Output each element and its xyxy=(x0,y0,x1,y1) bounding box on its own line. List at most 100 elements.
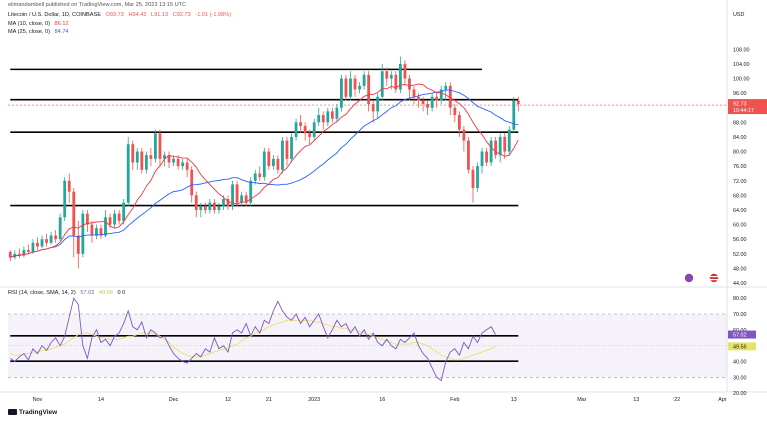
candle-body[interactable] xyxy=(244,195,248,203)
candle-body[interactable] xyxy=(36,242,39,247)
candle-body[interactable] xyxy=(457,115,461,130)
candle-body[interactable] xyxy=(371,104,375,112)
candle-body[interactable] xyxy=(426,104,430,108)
candle-body[interactable] xyxy=(294,122,298,137)
candle-body[interactable] xyxy=(203,206,207,210)
candle-body[interactable] xyxy=(494,140,498,156)
candle-body[interactable] xyxy=(58,217,62,240)
candle-body[interactable] xyxy=(398,63,402,90)
candle-body[interactable] xyxy=(471,169,475,189)
candle-body[interactable] xyxy=(403,63,407,79)
candle-body[interactable] xyxy=(99,228,103,236)
candle-body[interactable] xyxy=(49,235,53,243)
candle-body[interactable] xyxy=(271,158,275,167)
candle-body[interactable] xyxy=(467,140,470,170)
candle-body[interactable] xyxy=(167,155,171,163)
candle-body[interactable] xyxy=(308,133,312,137)
candle-body[interactable] xyxy=(417,96,420,101)
candle-body[interactable] xyxy=(507,129,511,152)
candle-body[interactable] xyxy=(185,162,189,170)
candle-body[interactable] xyxy=(394,74,398,90)
flag-icon[interactable] xyxy=(709,273,719,283)
candle-body[interactable] xyxy=(358,85,361,90)
candle-body[interactable] xyxy=(45,239,48,243)
candle-body[interactable] xyxy=(27,250,30,252)
candle-body[interactable] xyxy=(222,199,225,207)
candle-body[interactable] xyxy=(67,180,71,192)
candle-body[interactable] xyxy=(344,78,348,97)
candle-body[interactable] xyxy=(380,71,384,97)
candle-body[interactable] xyxy=(448,85,452,108)
candle-body[interactable] xyxy=(276,158,280,170)
candle-body[interactable] xyxy=(435,96,439,101)
candle-body[interactable] xyxy=(299,122,302,126)
candle-body[interactable] xyxy=(235,184,239,203)
candle-body[interactable] xyxy=(85,213,89,225)
candle-body[interactable] xyxy=(17,253,21,256)
candle-body[interactable] xyxy=(40,239,44,247)
candle-body[interactable] xyxy=(22,250,26,256)
candle-body[interactable] xyxy=(253,173,257,181)
candle-body[interactable] xyxy=(126,144,130,203)
candle-body[interactable] xyxy=(303,125,307,134)
candle-body[interactable] xyxy=(317,115,321,123)
candle-body[interactable] xyxy=(113,213,117,225)
candle-body[interactable] xyxy=(31,242,35,252)
candle-body[interactable] xyxy=(349,78,352,97)
candle-body[interactable] xyxy=(176,158,180,167)
candle-body[interactable] xyxy=(122,202,126,221)
candle-body[interactable] xyxy=(485,151,488,163)
candle-body[interactable] xyxy=(217,206,221,210)
candle-body[interactable] xyxy=(262,151,266,178)
rsi-line[interactable] xyxy=(10,297,496,382)
candle-body[interactable] xyxy=(330,111,334,119)
candle-body[interactable] xyxy=(54,235,58,240)
candle-body[interactable] xyxy=(149,155,153,159)
candle-body[interactable] xyxy=(408,78,411,90)
candle-body[interactable] xyxy=(430,96,434,108)
candle-body[interactable] xyxy=(181,162,185,167)
candle-body[interactable] xyxy=(321,115,325,123)
candle-body[interactable] xyxy=(72,191,76,236)
candle-body[interactable] xyxy=(208,202,212,210)
candle-body[interactable] xyxy=(190,169,194,196)
candle-body[interactable] xyxy=(117,213,121,221)
candle-body[interactable] xyxy=(385,71,389,79)
rsi-ma-line[interactable] xyxy=(10,319,496,361)
candle-body[interactable] xyxy=(512,100,516,130)
candle-body[interactable] xyxy=(267,151,271,167)
candle-body[interactable] xyxy=(439,89,443,101)
candle-body[interactable] xyxy=(340,78,343,108)
candle-body[interactable] xyxy=(108,217,112,225)
candle-body[interactable] xyxy=(95,228,98,236)
candle-body[interactable] xyxy=(240,195,244,203)
candle-body[interactable] xyxy=(194,195,198,210)
candle-body[interactable] xyxy=(199,206,203,210)
candle-body[interactable] xyxy=(226,199,230,207)
candle-body[interactable] xyxy=(172,158,175,163)
candle-body[interactable] xyxy=(312,122,316,137)
candle-body[interactable] xyxy=(462,129,466,141)
candle-body[interactable] xyxy=(444,85,448,90)
candle-body[interactable] xyxy=(476,166,479,189)
candle-body[interactable] xyxy=(326,111,330,123)
ma10-line[interactable] xyxy=(10,83,519,258)
candle-body[interactable] xyxy=(489,140,493,163)
candle-body[interactable] xyxy=(249,180,253,203)
candle-body[interactable] xyxy=(367,74,371,105)
candle-body[interactable] xyxy=(353,78,357,90)
candle-body[interactable] xyxy=(81,213,85,254)
candle-body[interactable] xyxy=(104,217,107,236)
candle-body[interactable] xyxy=(421,100,425,105)
candle-body[interactable] xyxy=(258,173,262,178)
candle-body[interactable] xyxy=(90,224,94,236)
candle-body[interactable] xyxy=(335,107,339,119)
candle-body[interactable] xyxy=(376,96,380,112)
candle-body[interactable] xyxy=(135,151,139,163)
candle-body[interactable] xyxy=(231,184,234,207)
candle-body[interactable] xyxy=(144,155,148,170)
candle-body[interactable] xyxy=(516,100,520,105)
ma25-line[interactable] xyxy=(10,89,519,258)
candle-body[interactable] xyxy=(412,89,416,97)
candle-body[interactable] xyxy=(76,235,80,254)
